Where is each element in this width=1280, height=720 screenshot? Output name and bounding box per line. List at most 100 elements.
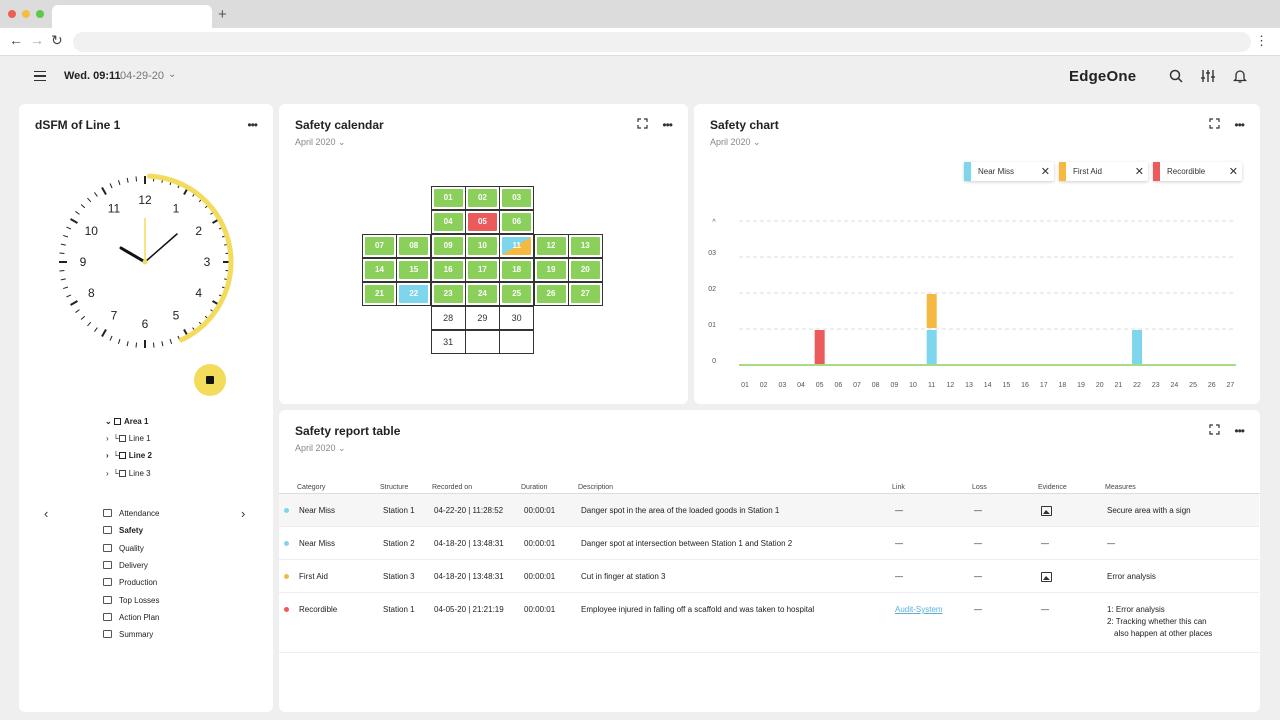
column-header[interactable]: Recorded on [432, 484, 473, 491]
minimize-window-dot[interactable] [22, 10, 30, 18]
forward-icon[interactable]: → [30, 32, 44, 48]
table-row[interactable]: Recordible Station 1 04-05-20 | 21:21:19 00… [279, 593, 1259, 653]
calendar-day[interactable]: 02 [464, 186, 500, 210]
cell-evidence: — [1041, 539, 1049, 548]
more-options-icon[interactable]: ••• [247, 118, 258, 132]
column-header[interactable]: Structure [380, 484, 409, 491]
calendar-day[interactable]: 08 [396, 234, 432, 258]
column-header[interactable]: Loss [972, 484, 987, 491]
tree-line-3[interactable]: › └ Line 3 [106, 469, 151, 478]
new-tab-icon[interactable]: + [218, 6, 227, 23]
nav-item-summary[interactable]: Summary [119, 630, 154, 640]
legend-chip-near-miss[interactable]: Near Miss ✕ [964, 162, 1054, 181]
close-icon[interactable]: ✕ [1134, 166, 1144, 178]
calendar-day[interactable]: 01 [430, 186, 466, 210]
calendar-day[interactable]: 03 [499, 186, 535, 210]
calendar-day[interactable]: 25 [499, 282, 535, 306]
nav-item-production[interactable]: Production [119, 578, 158, 588]
chevron-left-icon[interactable]: ‹ [44, 506, 49, 521]
clock-tick [109, 183, 113, 189]
calendar-day[interactable]: 15 [396, 258, 432, 282]
column-header[interactable]: Link [892, 484, 905, 491]
image-icon[interactable] [1041, 506, 1052, 516]
calendar-day[interactable]: 06 [499, 210, 535, 234]
more-options-icon[interactable]: ••• [1234, 424, 1245, 438]
close-icon[interactable]: ✕ [1040, 166, 1050, 178]
browser-tab[interactable] [52, 5, 212, 28]
nav-item-action-plan[interactable]: Action Plan [119, 612, 160, 622]
expand-icon[interactable] [1209, 118, 1220, 129]
column-header[interactable]: Category [297, 484, 326, 491]
nav-item-safety[interactable]: Safety [119, 526, 144, 536]
calendar-day[interactable]: 24 [464, 282, 500, 306]
maximize-window-dot[interactable] [36, 10, 44, 18]
calendar-month-select[interactable]: April 2020 ⌄ [295, 137, 346, 148]
calendar-day[interactable]: 11 [499, 234, 535, 258]
nav-item-quality[interactable]: Quality [119, 543, 144, 553]
calendar-day[interactable]: 14 [362, 258, 397, 282]
calendar-day[interactable]: 26 [533, 282, 569, 306]
search-icon[interactable] [1168, 68, 1184, 84]
nav-item-attendance[interactable]: Attendance [119, 509, 160, 518]
calendar-day[interactable]: 19 [533, 258, 569, 282]
calendar-day[interactable]: 30 [499, 306, 535, 330]
calendar-day[interactable]: 16 [430, 258, 466, 282]
bar-near-miss[interactable] [926, 330, 937, 364]
calendar-day[interactable]: 12 [533, 234, 569, 258]
legend-chip-recordible[interactable]: Recordible ✕ [1153, 162, 1242, 181]
legend-chip-first-aid[interactable]: First Aid ✕ [1059, 162, 1148, 181]
calendar-day[interactable]: 27 [567, 282, 603, 306]
calendar-day[interactable]: 09 [430, 234, 466, 258]
back-icon[interactable]: ← [9, 32, 23, 48]
chart-month-select[interactable]: April 2020 ⌄ [710, 137, 761, 148]
reload-icon[interactable]: ↻ [51, 32, 63, 48]
tree-line-2[interactable]: › └ Line 2 [106, 451, 152, 460]
browser-menu-icon[interactable]: ⋮ [1255, 33, 1268, 48]
table-row[interactable]: Near Miss Station 2 04-18-20 | 13:48:31 00:… [279, 527, 1259, 560]
hamburger-menu-icon[interactable] [34, 71, 46, 81]
calendar-day[interactable]: 04 [430, 210, 466, 234]
more-options-icon[interactable]: ••• [1234, 118, 1245, 132]
column-header[interactable]: Evidence [1038, 484, 1067, 491]
expand-icon[interactable] [1209, 424, 1220, 435]
calendar-day[interactable]: 13 [567, 234, 603, 258]
expand-icon[interactable] [637, 118, 648, 129]
nav-item-delivery[interactable]: Delivery [119, 560, 148, 570]
bar-recordible[interactable] [814, 330, 825, 364]
column-header[interactable]: Description [578, 484, 614, 491]
stop-button[interactable] [194, 364, 226, 396]
tree-line-1[interactable]: › └ Line 1 [106, 434, 151, 443]
close-icon[interactable]: ✕ [1228, 166, 1238, 178]
tree-area-row[interactable]: ⌄ Area 1 [105, 417, 149, 426]
column-header[interactable]: Duration [521, 484, 548, 491]
calendar-day[interactable]: 10 [464, 234, 500, 258]
current-date[interactable]: 04-29-20 [120, 70, 165, 82]
chevron-right-icon[interactable]: › [241, 506, 246, 521]
calendar-day[interactable]: 22 [396, 282, 432, 306]
table-row[interactable]: First Aid Station 3 04-18-20 | 13:48:31 00:… [279, 560, 1259, 593]
calendar-day[interactable]: 21 [362, 282, 397, 306]
filter-sliders-icon[interactable] [1200, 68, 1216, 84]
calendar-day[interactable]: 20 [567, 258, 603, 282]
bar-near-miss[interactable] [1132, 330, 1143, 364]
calendar-day[interactable]: 31 [430, 330, 466, 354]
calendar-day[interactable]: 23 [430, 282, 466, 306]
image-icon[interactable] [1041, 572, 1052, 582]
close-window-dot[interactable] [8, 10, 16, 18]
bell-icon[interactable] [1232, 68, 1248, 84]
chevron-down-icon[interactable]: ⌄ [168, 69, 177, 80]
more-options-icon[interactable]: ••• [662, 118, 673, 132]
calendar-day[interactable]: 18 [499, 258, 535, 282]
table-row[interactable]: Near Miss Station 1 04-22-20 | 11:28:52 00:… [279, 494, 1259, 527]
table-month-select[interactable]: April 2020 ⌄ [295, 443, 346, 454]
calendar-day[interactable]: 05 [464, 210, 500, 234]
address-bar[interactable] [73, 32, 1251, 52]
bar-first-aid[interactable] [926, 294, 937, 328]
cell-link[interactable]: Audit-System [895, 605, 943, 614]
column-header[interactable]: Measures [1105, 484, 1136, 491]
calendar-day[interactable]: 28 [430, 306, 466, 330]
nav-item-top-losses[interactable]: Top Losses [119, 595, 160, 605]
calendar-day[interactable]: 17 [464, 258, 500, 282]
calendar-day[interactable]: 07 [362, 234, 397, 258]
calendar-day[interactable]: 29 [464, 306, 500, 330]
